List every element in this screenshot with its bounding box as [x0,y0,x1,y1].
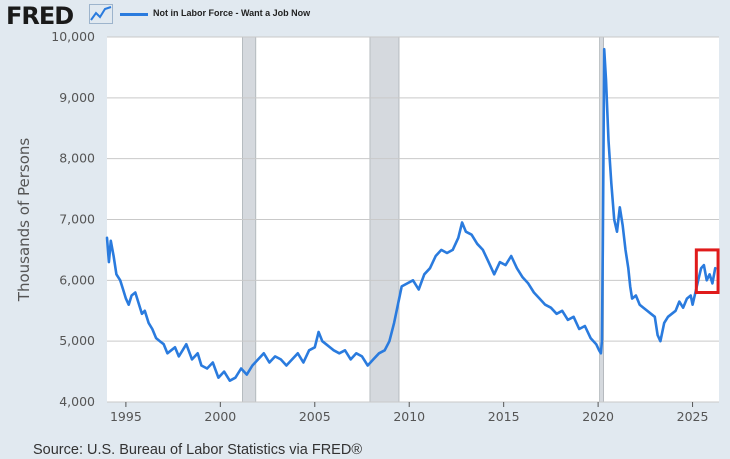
source-note: Source: U.S. Bureau of Labor Statistics … [33,442,363,458]
y-tick-label: 8,000 [59,151,95,166]
x-tick-label: 2015 [488,409,520,424]
y-tick-label: 6,000 [59,272,95,287]
x-tick-label: 1995 [110,409,142,424]
legend-label: Not in Labor Force - Want a Job Now [153,8,311,18]
line-chart-icon [89,4,113,24]
x-tick-label: 2025 [677,409,709,424]
x-tick-label: 2000 [204,409,236,424]
x-tick-label: 2005 [299,409,331,424]
y-tick-label: 5,000 [59,333,95,348]
y-axis-label: Thousands of Persons [15,138,33,303]
x-tick-label: 2010 [393,409,425,424]
series-line [105,47,717,383]
highlight-box [694,248,720,295]
y-tick-label: 4,000 [59,394,95,409]
fred-logo[interactable]: FRED [6,2,74,30]
legend-swatch [120,13,148,16]
y-tick-label: 9,000 [59,90,95,105]
chart-header: FRED Not in Labor Force - Want a Job Now [0,0,730,30]
line-chart: 4,000 5,000 6,000 7,000 8,000 9,000 10,000 1995… [15,29,720,424]
y-tick-label: 10,000 [51,29,95,44]
y-tick-label: 7,000 [59,212,95,227]
x-tick-label: 2020 [582,409,614,424]
